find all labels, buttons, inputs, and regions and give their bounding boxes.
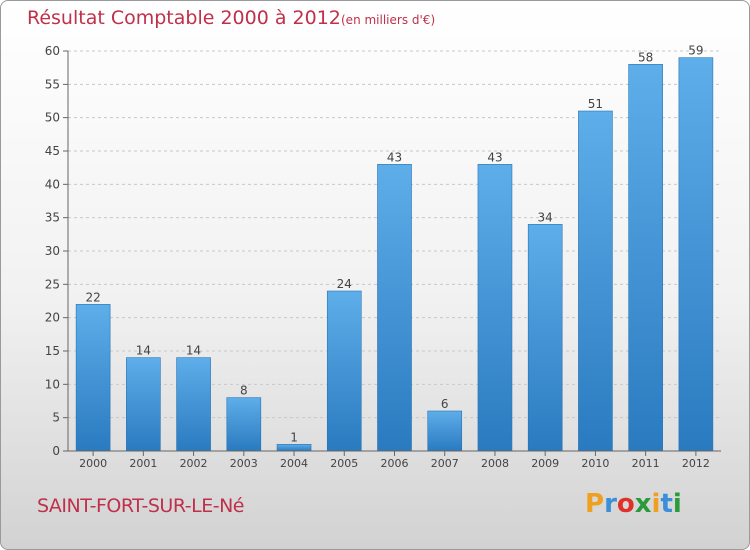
value-label: 24 — [337, 277, 352, 291]
y-tick-label: 55 — [45, 77, 60, 91]
value-label: 22 — [85, 290, 100, 304]
y-tick-label: 35 — [45, 211, 60, 225]
x-tick-label: 2011 — [632, 457, 660, 470]
x-tick-label: 2002 — [180, 457, 208, 470]
y-tick-label: 25 — [45, 277, 60, 291]
value-label: 58 — [638, 50, 653, 64]
bar-2006 — [377, 164, 412, 452]
commune-name: SAINT-FORT-SUR-LE-Né — [37, 495, 244, 517]
x-tick-label: 2008 — [481, 457, 509, 470]
bar-2012 — [678, 57, 714, 452]
proxiti-logo: Proxiti — [585, 489, 682, 519]
value-label: 43 — [387, 150, 402, 164]
x-tick-label: 2005 — [330, 457, 358, 470]
x-tick-label: 2006 — [381, 457, 409, 470]
bar-2008 — [477, 164, 513, 452]
bar-2007 — [427, 410, 463, 452]
bar-2004 — [276, 444, 312, 452]
y-tick-label: 50 — [45, 111, 60, 125]
bar-2009 — [527, 224, 563, 452]
value-label: 6 — [441, 397, 449, 411]
logo-letter: i — [672, 489, 682, 519]
bar-2011 — [628, 64, 663, 452]
x-tick-label: 2010 — [581, 457, 609, 470]
bar-2005 — [326, 290, 362, 452]
x-tick-label: 2012 — [682, 457, 710, 470]
logo-letter: r — [604, 489, 617, 519]
chart-subtitle: (en milliers d'€) — [341, 13, 436, 27]
y-tick-label: 30 — [45, 244, 60, 258]
x-tick-label: 2009 — [531, 457, 559, 470]
y-tick-label: 20 — [45, 311, 60, 325]
y-tick-label: 15 — [45, 344, 60, 358]
y-tick-label: 45 — [45, 144, 60, 158]
logo-letter: x — [634, 489, 652, 519]
y-tick-label: 5 — [52, 411, 60, 425]
bar-2000 — [75, 304, 111, 452]
value-label: 59 — [688, 44, 703, 58]
chart-title: Résultat Comptable 2000 à 2012 — [27, 7, 341, 29]
x-tick-label: 2003 — [230, 457, 258, 470]
logo-letter: t — [660, 489, 673, 519]
bar-2001 — [126, 357, 161, 452]
x-tick-label: 2004 — [280, 457, 308, 470]
x-tick-label: 2000 — [79, 457, 107, 470]
bar-2002 — [176, 357, 211, 452]
value-label: 51 — [588, 97, 603, 111]
bar-2003 — [226, 397, 262, 452]
x-tick-label: 2007 — [431, 457, 459, 470]
logo-letter: P — [585, 489, 605, 519]
y-tick-label: 60 — [45, 44, 60, 58]
y-tick-label: 10 — [45, 377, 60, 391]
y-tick-label: 0 — [52, 444, 60, 458]
value-label: 8 — [240, 384, 248, 398]
y-tick-label: 40 — [45, 177, 60, 191]
logo-letter: o — [616, 489, 635, 519]
value-label: 1 — [290, 430, 298, 444]
value-label: 43 — [487, 150, 502, 164]
value-label: 14 — [136, 344, 151, 358]
value-label: 34 — [538, 210, 553, 224]
logo-letter: i — [651, 489, 661, 519]
x-tick-label: 2001 — [129, 457, 157, 470]
value-label: 14 — [186, 344, 201, 358]
bar-2010 — [578, 110, 613, 452]
